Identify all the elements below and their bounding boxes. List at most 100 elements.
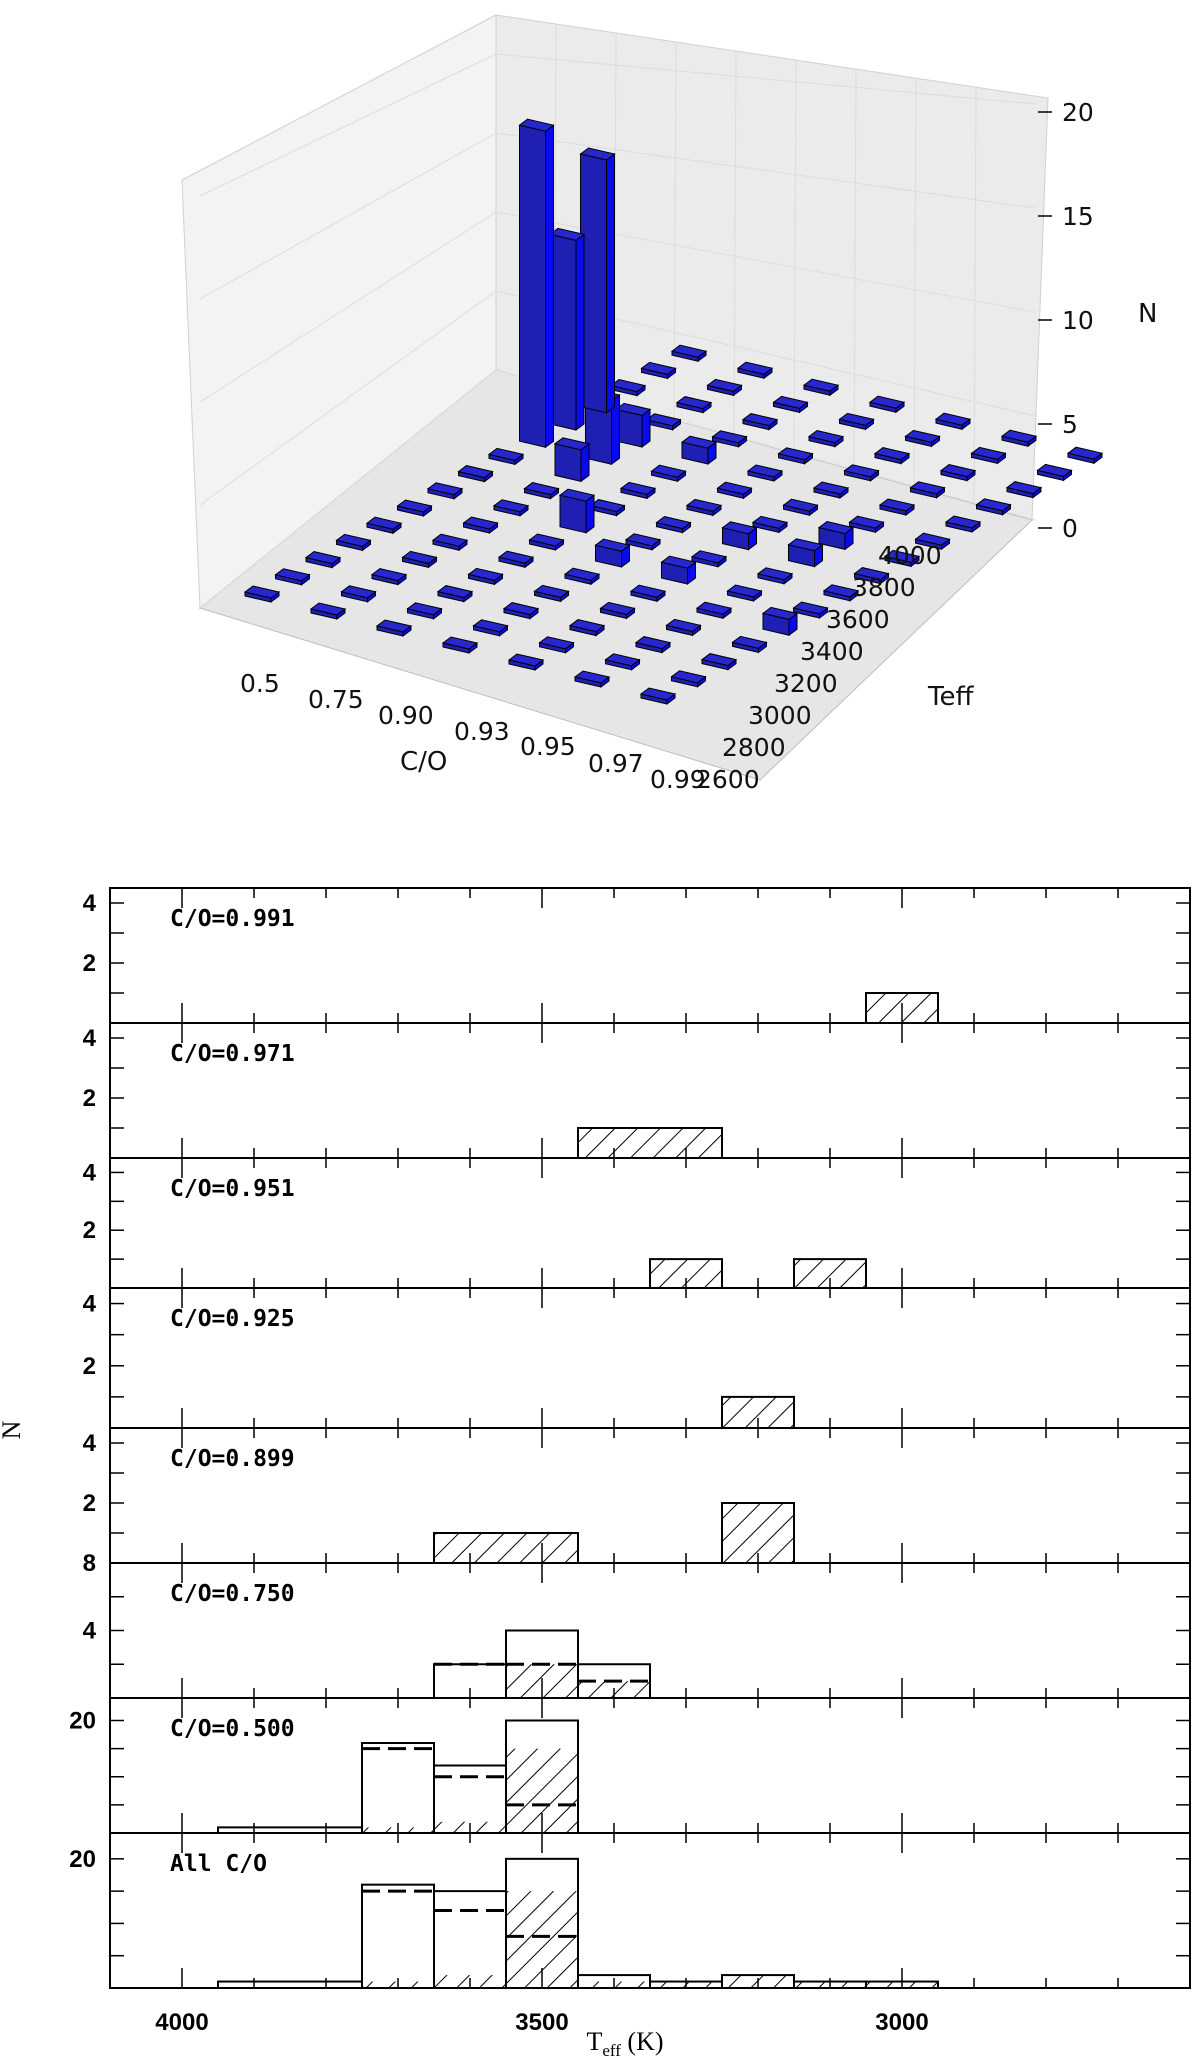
ytick-label: 4 bbox=[83, 1291, 97, 1318]
hatched-bar bbox=[578, 1681, 650, 1698]
hatched-bar bbox=[722, 1975, 794, 1988]
bar3d-0.75-2900 bbox=[401, 550, 438, 569]
bar3d-0.5-3200 bbox=[426, 482, 464, 500]
bar3d-0.93-2600 bbox=[441, 636, 479, 654]
ytick-label: 20 bbox=[69, 1846, 96, 1873]
bar3d-0.97-3200 bbox=[756, 567, 794, 585]
bar3d-0.93-3900 bbox=[838, 412, 875, 431]
solid-bar bbox=[433, 1890, 507, 1989]
bar3d-0.75-2700 bbox=[340, 585, 377, 603]
bar3d-0.99-3900 bbox=[1036, 463, 1073, 482]
bar3d-0.95-3800 bbox=[873, 447, 911, 465]
bar3d-0.90-2800 bbox=[436, 585, 474, 603]
panel-label: All C/O bbox=[170, 1851, 267, 1877]
hatched-bar bbox=[721, 1395, 795, 1430]
panel: 20 C/O=0.500 bbox=[69, 1697, 1191, 1834]
ztick-3d: 0 bbox=[1062, 514, 1078, 543]
xtick-3d: 0.97 bbox=[588, 749, 644, 778]
hatched-bar bbox=[793, 1258, 867, 1290]
solid-bar bbox=[361, 1883, 435, 1989]
hatched-bar bbox=[577, 1127, 723, 1159]
bar3d-0.99-3800 bbox=[1005, 481, 1043, 499]
bar3d-0.99-4000 bbox=[1066, 446, 1104, 465]
bar3d-0.75-3900 bbox=[706, 378, 743, 397]
bar3d-0.90-3100 bbox=[528, 533, 565, 551]
bar3d-0.90-3500 bbox=[650, 464, 687, 483]
ztick-3d: 15 bbox=[1062, 202, 1094, 231]
bar3d-0.95-3500 bbox=[782, 498, 819, 517]
bar3d-0.99-2900 bbox=[731, 635, 768, 654]
ytick-3d: 3200 bbox=[774, 669, 838, 698]
bar3d-0.97-2600 bbox=[573, 670, 611, 688]
ytick-label: 4 bbox=[83, 890, 97, 917]
xtick-3d: 0.75 bbox=[308, 685, 364, 714]
bar3d-0.5-2600 bbox=[243, 585, 281, 603]
bar3d-0.95-2800 bbox=[568, 619, 606, 637]
bar3d-0.5-3600 bbox=[548, 227, 586, 431]
panel-label: C/O=0.925 bbox=[170, 1306, 295, 1332]
bar3d-0.75-3800 bbox=[675, 396, 713, 414]
bar3d-0.90-3600 bbox=[680, 435, 718, 465]
bar3d-0.95-2900 bbox=[599, 601, 636, 620]
ytick-label: 4 bbox=[83, 1025, 97, 1052]
bar3d-0.5-3400 bbox=[487, 447, 525, 466]
ytick-3d: 2600 bbox=[696, 765, 760, 794]
hatched-bar bbox=[506, 1664, 578, 1698]
bar3d-0.75-2600 bbox=[309, 602, 347, 620]
hatched-bar bbox=[362, 1981, 434, 1988]
panel-frame bbox=[109, 1832, 1191, 1989]
bar3d-0.5-2700 bbox=[274, 568, 311, 586]
bar3d-0.5-3000 bbox=[365, 516, 403, 535]
panel-label: C/O=0.750 bbox=[170, 1581, 295, 1607]
ytick-3d: 2800 bbox=[722, 733, 786, 762]
bar3d-0.95-4000 bbox=[934, 412, 972, 431]
bar3d-0.97-3600 bbox=[878, 498, 916, 516]
bar3d-0.5-3500 bbox=[518, 118, 555, 449]
bar3d-0.75-3700 bbox=[645, 413, 682, 431]
3d-panes bbox=[181, 14, 1049, 781]
solid-bar bbox=[217, 1980, 363, 1989]
bar3d-0.95-3200 bbox=[690, 550, 728, 568]
bar3d-0.95-3000 bbox=[629, 584, 667, 603]
bar3d-0.5-2900 bbox=[335, 533, 372, 552]
3d-bars bbox=[243, 118, 1104, 705]
bar3d-0.97-2700 bbox=[604, 653, 641, 671]
bar3d-0.90-3800 bbox=[741, 413, 779, 431]
solid-bar bbox=[361, 1742, 435, 1834]
bar3d-0.75-3000 bbox=[431, 533, 469, 552]
ytick-label: 4 bbox=[83, 1430, 97, 1457]
hatched-bar bbox=[794, 1981, 866, 1988]
panel-label: C/O=0.991 bbox=[170, 906, 295, 932]
bar3d-0.93-2900 bbox=[533, 584, 570, 603]
bar3d-0.97-3400 bbox=[817, 521, 855, 551]
bar3d-0.97-3900 bbox=[970, 446, 1007, 465]
bar3d-0.90-4000 bbox=[802, 378, 840, 397]
y-axis-label-3d: Teff bbox=[927, 682, 974, 712]
ytick-label: 20 bbox=[69, 1708, 96, 1735]
bar3d-0.97-3500 bbox=[848, 515, 885, 534]
ytick-label: 4 bbox=[83, 1159, 97, 1186]
hatched-bar bbox=[506, 1748, 578, 1833]
xtick-3d: 0.5 bbox=[240, 669, 280, 698]
bar3d-0.97-3100 bbox=[726, 584, 763, 602]
bar3d-0.99-3100 bbox=[792, 601, 829, 619]
bar3d-0.97-3800 bbox=[939, 464, 977, 482]
bar3d-0.5-3100 bbox=[396, 499, 433, 517]
z-axis-label-3d: N bbox=[1138, 299, 1157, 329]
ztick-3d: 5 bbox=[1062, 410, 1078, 439]
bar3d-0.75-3400 bbox=[553, 437, 591, 483]
bar3d-0.99-3000 bbox=[761, 606, 799, 637]
hatched-bar bbox=[865, 992, 939, 1024]
ytick-label: 8 bbox=[83, 1550, 96, 1577]
bar3d-0.90-3700 bbox=[711, 430, 748, 448]
ytick-label: 2 bbox=[83, 950, 96, 977]
bar3d-0.93-3600 bbox=[746, 464, 784, 482]
bar3d-0.97-4000 bbox=[1000, 429, 1038, 448]
bar3d-0.95-2700 bbox=[538, 636, 575, 654]
xtick-3d: 0.95 bbox=[520, 732, 576, 761]
histogram-stack: 2 4 C/O=0.991 2 4 C/O=0.971 2 4 C/O=0.951 2 4 C/O=0… bbox=[0, 887, 1191, 2060]
bar3d-0.95-3900 bbox=[904, 429, 941, 448]
hatched-bar bbox=[721, 1502, 795, 1564]
hatched-bar bbox=[578, 1981, 650, 1988]
